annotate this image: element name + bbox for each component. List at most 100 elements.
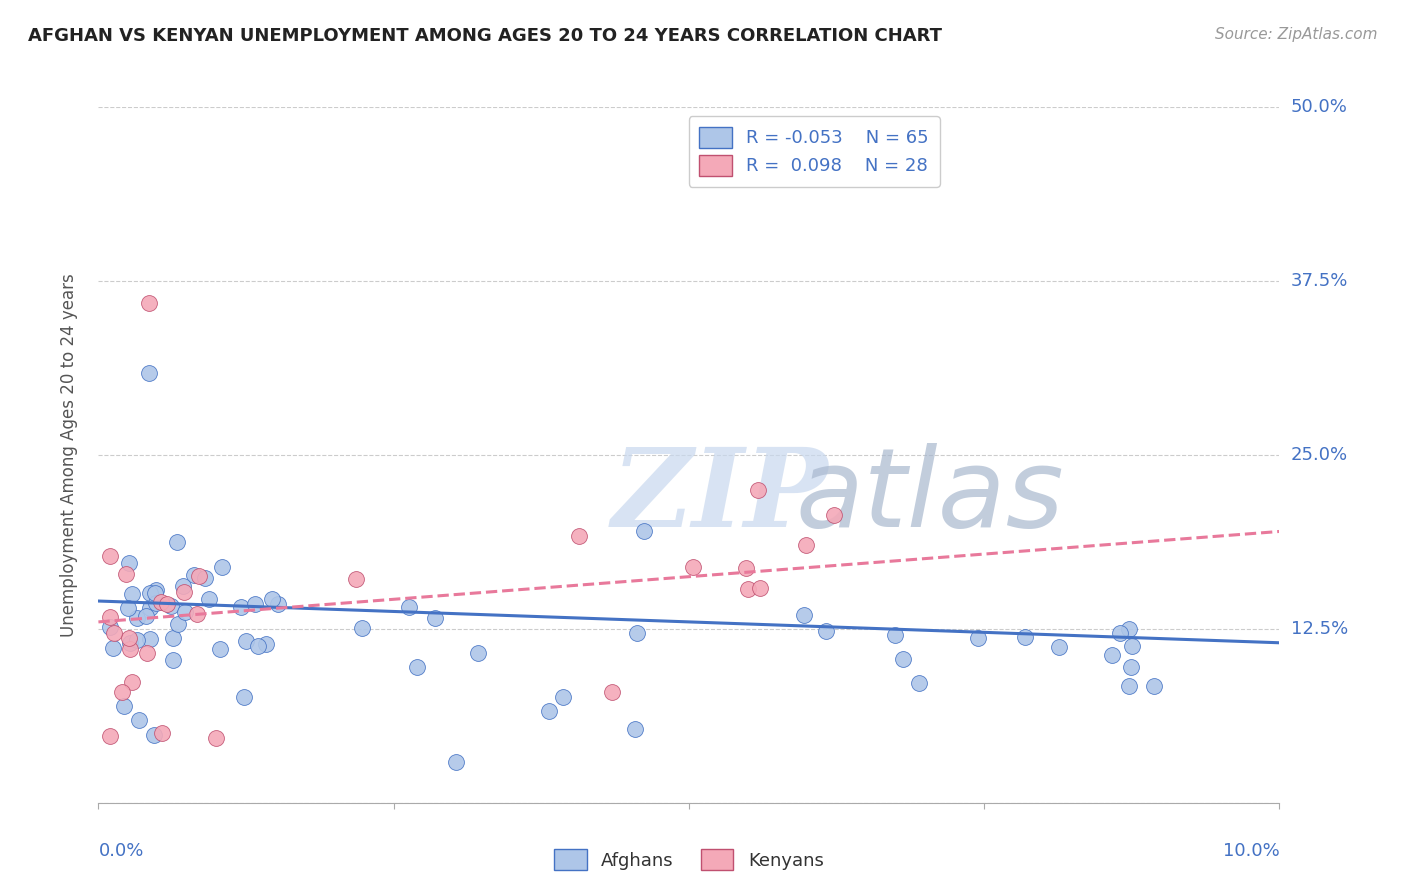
Point (1101, 648, 1123, 662)
Point (406, 659, 429, 673)
Point (793, 608, 815, 623)
Point (908, 675, 931, 690)
Point (815, 624, 838, 638)
Point (197, 592, 219, 607)
Text: ZIP: ZIP (612, 443, 828, 550)
Point (891, 652, 914, 666)
Point (121, 675, 143, 690)
Point (537, 704, 560, 718)
Point (117, 600, 139, 615)
Point (747, 483, 769, 497)
Point (136, 646, 159, 660)
Point (103, 625, 125, 640)
Point (600, 685, 623, 699)
Text: AFGHAN VS KENYAN UNEMPLOYMENT AMONG AGES 20 TO 24 YEARS CORRELATION CHART: AFGHAN VS KENYAN UNEMPLOYMENT AMONG AGES… (28, 27, 942, 45)
Point (135, 608, 157, 623)
Point (98, 549, 121, 563)
Point (1121, 639, 1143, 653)
Point (1118, 622, 1140, 636)
Point (138, 632, 160, 646)
Point (145, 582, 167, 597)
Point (553, 690, 575, 705)
Point (117, 557, 139, 571)
Point (884, 628, 907, 642)
Point (166, 616, 188, 631)
Point (624, 722, 647, 736)
Text: 25.0%: 25.0% (1291, 446, 1348, 464)
Point (194, 571, 217, 585)
Text: 12.5%: 12.5% (1291, 620, 1348, 638)
Point (254, 637, 277, 651)
Point (125, 611, 148, 625)
Point (633, 524, 655, 539)
Point (149, 595, 172, 609)
Point (139, 586, 162, 600)
Point (344, 572, 367, 586)
Point (145, 597, 167, 611)
Point (446, 756, 468, 770)
Point (125, 632, 148, 647)
Y-axis label: Unemployment Among Ages 20 to 24 years: Unemployment Among Ages 20 to 24 years (59, 273, 77, 637)
Point (143, 728, 166, 742)
Point (98, 620, 121, 634)
Point (204, 731, 226, 746)
Point (156, 597, 179, 611)
Point (115, 566, 138, 581)
Point (128, 713, 150, 727)
Point (352, 621, 374, 635)
Point (1119, 660, 1142, 674)
Point (467, 646, 489, 660)
Point (794, 538, 817, 552)
Point (737, 582, 759, 596)
Point (173, 584, 195, 599)
Point (103, 640, 125, 655)
Point (966, 631, 988, 645)
Point (266, 597, 288, 611)
Point (823, 508, 845, 522)
Point (150, 725, 173, 739)
Point (735, 560, 758, 574)
Point (166, 534, 188, 549)
Point (1047, 640, 1070, 654)
Text: 0.0%: 0.0% (98, 842, 143, 860)
Point (162, 652, 184, 666)
Point (111, 685, 134, 699)
Point (120, 635, 142, 649)
Point (1109, 626, 1132, 640)
Point (187, 569, 209, 583)
Point (1143, 679, 1166, 693)
Text: atlas: atlas (796, 443, 1064, 550)
Text: Source: ZipAtlas.com: Source: ZipAtlas.com (1215, 27, 1378, 42)
Point (120, 641, 142, 656)
Point (260, 591, 283, 606)
Point (186, 607, 208, 622)
Point (235, 633, 257, 648)
Point (138, 366, 160, 380)
Point (138, 296, 160, 310)
Point (174, 605, 197, 619)
Point (211, 559, 233, 574)
Point (160, 599, 183, 613)
Point (423, 611, 446, 625)
Point (1118, 679, 1140, 693)
Point (98, 729, 121, 743)
Point (162, 632, 184, 646)
Point (626, 626, 648, 640)
Point (172, 579, 194, 593)
Point (398, 599, 420, 614)
Point (138, 601, 160, 615)
Text: 10.0%: 10.0% (1223, 842, 1279, 860)
Point (117, 631, 139, 645)
Point (208, 642, 231, 657)
Text: 50.0%: 50.0% (1291, 98, 1347, 116)
Point (232, 690, 254, 704)
Text: 37.5%: 37.5% (1291, 272, 1348, 290)
Point (229, 600, 252, 615)
Point (143, 586, 166, 600)
Point (183, 568, 205, 582)
Point (1014, 631, 1036, 645)
Point (749, 582, 772, 596)
Point (98, 610, 121, 624)
Point (568, 529, 591, 543)
Point (112, 698, 135, 713)
